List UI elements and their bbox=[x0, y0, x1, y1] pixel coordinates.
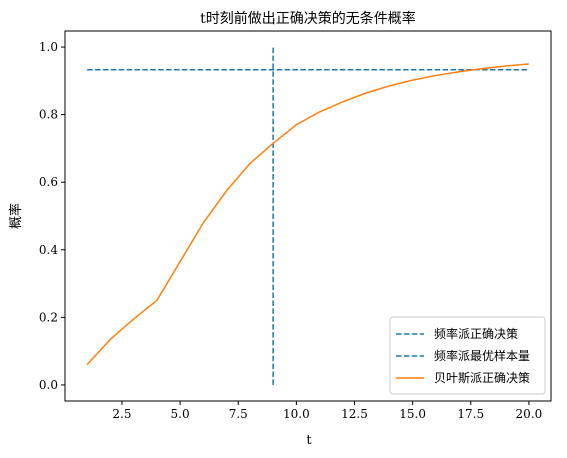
x-tick-label: 10.0 bbox=[283, 407, 310, 421]
series-layer bbox=[86, 47, 529, 385]
legend-frame bbox=[389, 316, 546, 395]
y-axis-label: 概率 bbox=[8, 203, 24, 229]
x-tick-label: 7.5 bbox=[229, 407, 248, 421]
x-tick-label: 17.5 bbox=[457, 407, 484, 421]
y-tick-label: 0.0 bbox=[39, 378, 58, 392]
x-tick-label: 2.5 bbox=[112, 407, 131, 421]
x-tick-label: 5.0 bbox=[171, 407, 190, 421]
legend-label: 贝叶斯派正确决策 bbox=[434, 371, 530, 385]
y-tick-label: 0.2 bbox=[39, 310, 58, 324]
y-tick-label: 0.8 bbox=[39, 108, 58, 122]
x-tick-label: 15.0 bbox=[399, 407, 426, 421]
x-tick-label: 20.0 bbox=[516, 407, 543, 421]
plot-area: 2.5 5.0 7.5 10.0 12.5 15.0 17.5 20.0 0.00.20.40… bbox=[39, 30, 552, 421]
y-tick-label: 1.0 bbox=[39, 40, 58, 54]
chart-title: t时刻前做出正确决策的无条件概率 bbox=[200, 10, 416, 27]
x-tick-label: 12.5 bbox=[341, 407, 368, 421]
x-axis: 2.5 5.0 7.5 10.0 12.5 15.0 17.5 20.0 bbox=[112, 401, 542, 421]
plot-frame bbox=[64, 30, 552, 402]
legend-label: 频率派正确决策 bbox=[434, 326, 518, 341]
series-line bbox=[86, 63, 529, 366]
y-tick-label: 0.6 bbox=[39, 175, 58, 189]
x-axis-label: t bbox=[306, 433, 312, 448]
y-tick-label: 0.4 bbox=[39, 243, 58, 257]
legend-label: 频率派最优样本量 bbox=[434, 348, 530, 363]
y-axis: 0.0 0.2 0.4 0.6 0.8 1.0 bbox=[39, 40, 65, 392]
